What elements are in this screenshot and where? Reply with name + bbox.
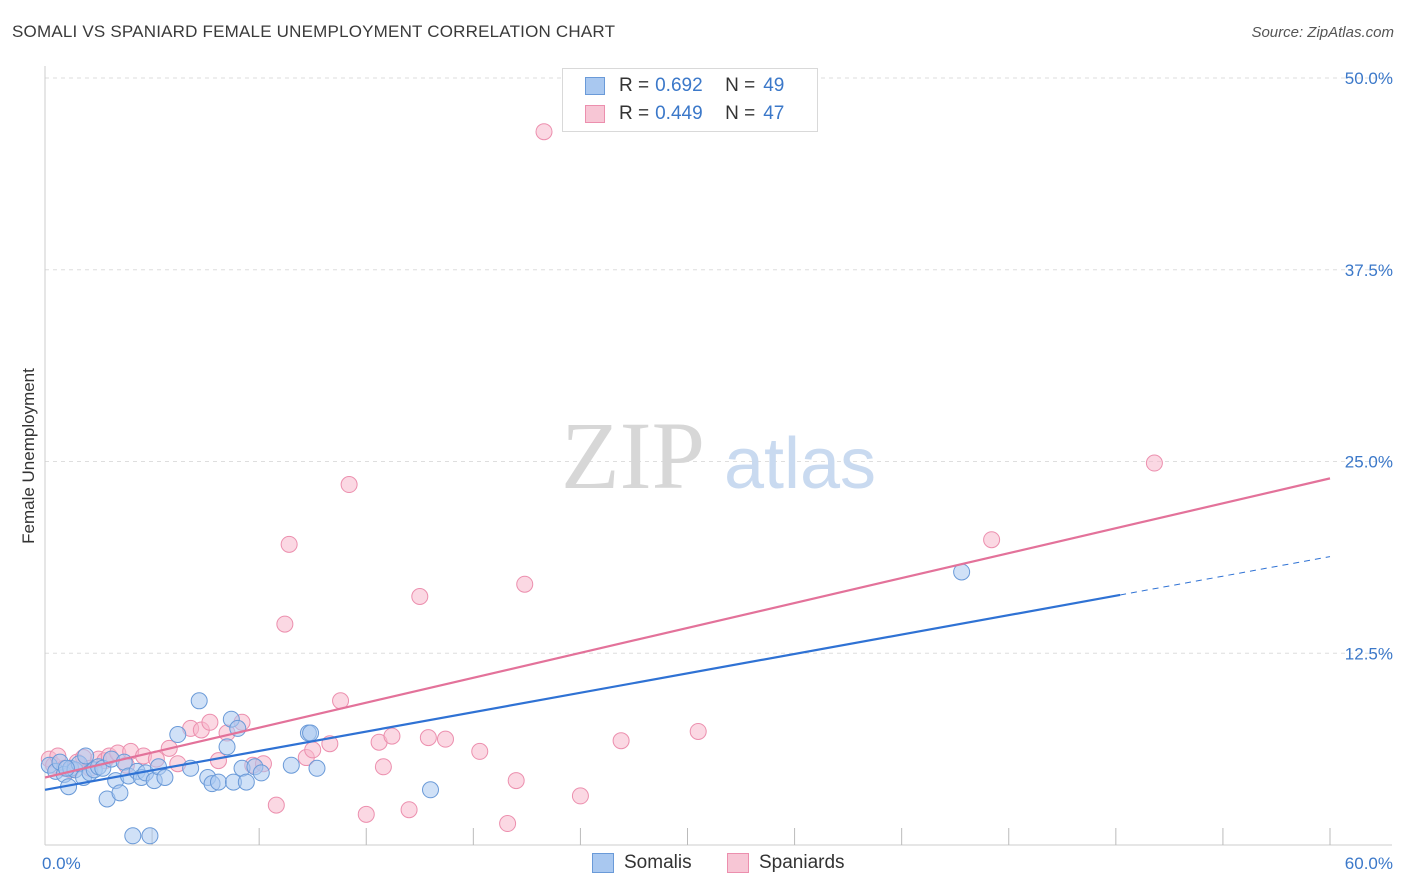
legend-r-value: 0.449 [655,103,703,124]
somali-trend-extension [1120,556,1331,596]
bottom-swatch-spaniards [727,853,749,873]
legend-n-label: N = [725,103,756,124]
spaniard-point [612,732,630,750]
spaniard-point [267,796,285,814]
bottom-legend-spaniards: Spaniards [727,852,845,874]
y-tick-label: 25.0% [1345,453,1393,472]
spaniard-point [374,758,392,776]
spaniard-point [535,123,553,141]
somali-point [169,726,187,744]
bottom-swatch-somalis [592,853,614,873]
x-tick-label: 60.0% [1345,854,1393,873]
y-tick-label: 37.5% [1345,261,1393,280]
spaniard-point [400,801,418,819]
spaniard-point [983,531,1001,549]
somali-point [422,781,439,799]
spaniard-point [436,730,454,748]
spaniard-point [516,575,534,593]
somali-point [141,827,159,845]
spaniard-point [419,729,437,747]
somali-point [77,747,95,765]
bottom-legend-label-spaniards: Spaniards [759,852,845,873]
spaniard-point [411,587,429,605]
watermark: ZIP atlas [561,402,876,509]
spaniard-point [280,535,298,553]
somali-point [308,759,326,777]
spaniard-point [209,752,227,770]
spaniard-point [1145,454,1163,472]
spaniard-point [304,741,322,759]
spaniard-point [276,615,294,633]
spaniard-point [383,727,401,745]
somali-point [282,756,300,774]
correlation-legend: R = 0.692 N = 49 R = 0.449 N = 47 [562,68,818,132]
chart-title: SOMALI VS SPANIARD FEMALE UNEMPLOYMENT C… [12,22,616,41]
spaniard-point [499,815,517,833]
legend-swatch-somalis [585,77,605,95]
legend-row-somalis: R = 0.692 N = 49 [585,74,784,98]
x-tick-label: 0.0% [42,854,81,873]
somali-point [124,827,142,845]
legend-r-label: R = [619,75,650,96]
legend-n-label: N = [725,75,756,96]
legend-swatch-spaniards [585,105,605,123]
legend-row-spaniards: R = 0.449 N = 47 [585,102,784,126]
somali-point [252,764,270,782]
spaniard-point [471,742,489,760]
gridlines [45,77,1392,654]
data-points [40,123,1163,845]
spaniard-point [357,805,375,823]
somali-point [156,769,174,787]
bottom-legend-label-somalis: Somalis [624,852,692,873]
somali-point [218,738,236,756]
spaniard-point [507,772,525,790]
somali-point [302,724,320,742]
spaniard-trend-line [44,477,1331,779]
watermark-atlas: atlas [724,424,876,504]
source-credit: Source: ZipAtlas.com [1251,24,1394,41]
y-axis-label: Female Unemployment [19,368,38,544]
somali-point [237,773,255,791]
spaniard-point [689,722,707,740]
axes [44,66,1392,846]
y-tick-label: 50.0% [1345,69,1393,88]
trend-lines [44,477,1331,791]
spaniard-point [201,713,219,731]
spaniard-point [340,476,358,494]
spaniard-point [571,787,589,805]
bottom-legend-somalis: Somalis [592,852,692,874]
somali-point [190,692,208,710]
somali-trend-line [44,593,1121,791]
legend-r-value: 0.692 [655,75,703,96]
somali-point [111,784,129,802]
somali-point [209,773,227,791]
legend-n-value: 49 [763,75,785,96]
tick-labels: 12.5% 25.0% 37.5% 50.0% 0.0% 60.0% [42,69,1393,873]
y-tick-label: 12.5% [1345,644,1393,663]
legend-n-value: 47 [763,103,785,124]
watermark-zip: ZIP [561,402,705,509]
legend-r-label: R = [619,103,650,124]
